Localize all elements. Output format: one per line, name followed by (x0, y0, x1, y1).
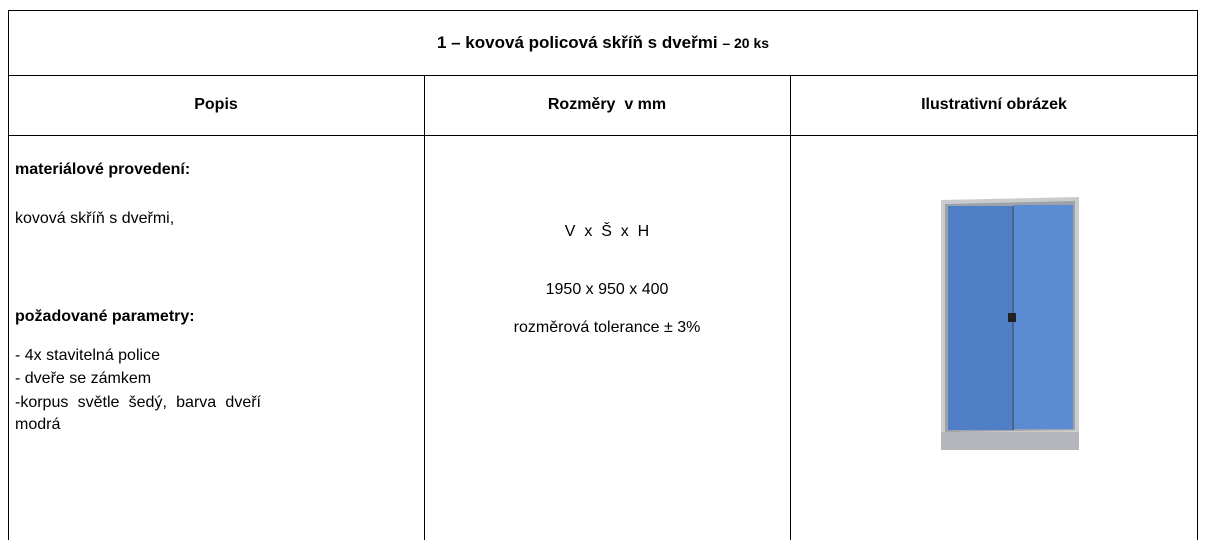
table-border (790, 75, 791, 540)
section-heading: požadované parametry: (15, 307, 195, 327)
cabinet-image (935, 192, 1085, 457)
table-title: 1 – kovová policová skříň s dveřmi – 20 … (437, 33, 769, 53)
list-item: - 4x stavitelná police (15, 346, 160, 366)
title-main: 1 – kovová policová skříň s dveřmi (437, 33, 718, 52)
table-border (8, 10, 9, 540)
cabinet-lock (1008, 313, 1016, 322)
page: {"table": { "title": {"main": "1 – kovov… (0, 0, 1205, 540)
table-border (8, 10, 1198, 11)
body-text: rozměrová tolerance ± 3% (514, 318, 701, 338)
table-border (8, 75, 1198, 76)
table-border (1197, 10, 1198, 540)
section-heading: materiálové provedení: (15, 160, 190, 180)
table-border (8, 135, 1198, 136)
column-header: Ilustrativní obrázek (921, 95, 1067, 115)
cabinet-door (1014, 205, 1073, 429)
column-header: Rozměry v mm (548, 95, 666, 115)
table: 1 – kovová policová skříň s dveřmi – 20 … (0, 0, 1205, 540)
cabinet-door (948, 206, 1012, 430)
body-text: V x Š x H (565, 222, 649, 242)
list-item: -korpus světle šedý, barva dveří modrá (15, 392, 261, 436)
table-border (424, 75, 425, 540)
body-text: 1950 x 950 x 400 (546, 280, 669, 300)
list-item: - dveře se zámkem (15, 369, 151, 389)
title-suffix: – 20 ks (722, 35, 769, 51)
cabinet-base (941, 432, 1079, 450)
column-header: Popis (194, 95, 238, 115)
body-text: kovová skříň s dveřmi, (15, 209, 174, 229)
